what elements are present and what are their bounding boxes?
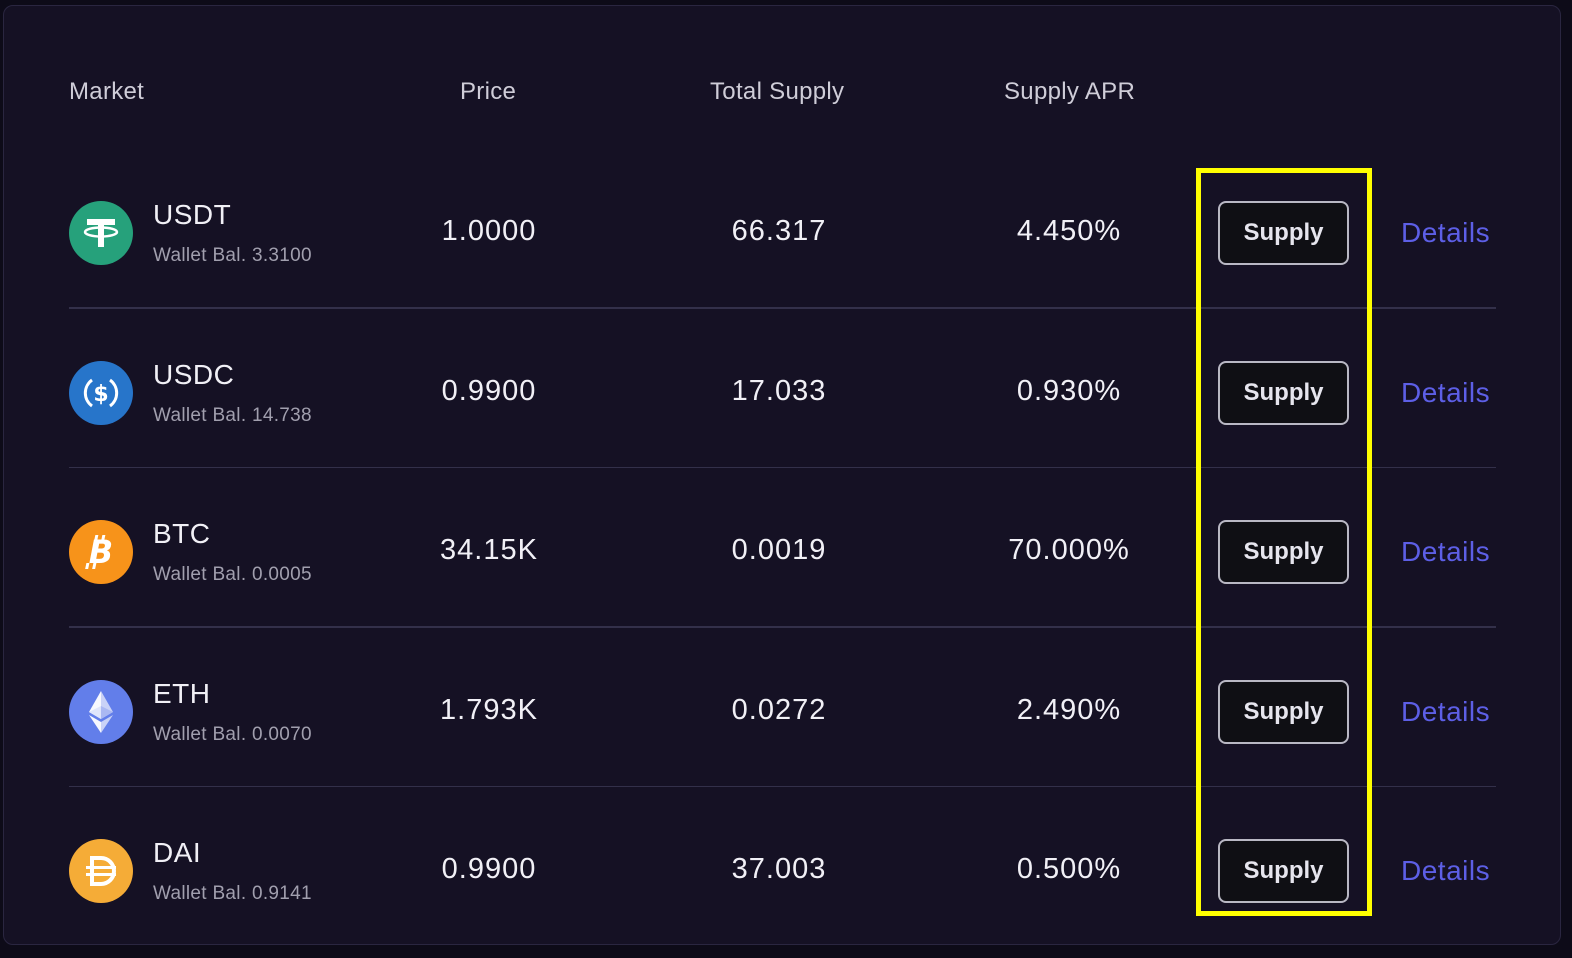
row-divider [69, 466, 1496, 468]
details-link[interactable]: Details [1401, 536, 1491, 567]
supply-apr-value: 0.500% [1016, 853, 1122, 885]
header-total-supply: Total Supply [710, 78, 845, 105]
price-value: 1.793K [440, 693, 538, 726]
supply-button[interactable]: Supply [1218, 839, 1349, 903]
table-row: DAI Wallet Bal. 0.9141 0.9900 37.003 0.5… [4, 787, 1560, 947]
details-link[interactable]: Details [1401, 855, 1491, 886]
table-row: B BTC Wallet Bal. 0.0005 34.15K 0.0019 7… [4, 468, 1560, 628]
price-value: 0.9900 [441, 374, 537, 407]
svg-text:B: B [89, 533, 113, 571]
table-row: USDT Wallet Bal. 3.3100 1.0000 66.317 4.… [4, 149, 1560, 309]
table-row: ETH Wallet Bal. 0.0070 1.793K 0.0272 2.4… [4, 628, 1560, 787]
header-supply-apr: Supply APR [1004, 78, 1136, 105]
wallet-balance: Wallet Bal. 0.0070 [153, 723, 312, 745]
row-divider [69, 626, 1496, 628]
total-supply-value: 0.0019 [731, 534, 827, 566]
supply-button[interactable]: Supply [1218, 201, 1349, 265]
asset-symbol: USDT [153, 199, 232, 230]
supply-button[interactable]: Supply [1218, 679, 1349, 744]
supply-apr-value: 70.000% [1008, 534, 1130, 566]
total-supply-value: 37.003 [731, 853, 827, 885]
usdc-icon: $ [69, 360, 133, 425]
asset-symbol: BTC [153, 518, 211, 549]
asset-symbol: ETH [153, 677, 211, 709]
bitcoin-icon: B [69, 520, 133, 584]
wallet-balance: Wallet Bal. 0.0005 [153, 564, 312, 585]
price-value: 0.9900 [441, 853, 537, 885]
total-supply-value: 17.033 [731, 374, 827, 407]
markets-panel: Market Price Total Supply Supply APR USD… [3, 5, 1561, 945]
details-link[interactable]: Details [1401, 376, 1491, 408]
table-row: $ USDC Wallet Bal. 14.738 0.9900 17.033 … [4, 309, 1560, 468]
table-header: Market Price Total Supply Supply APR [4, 6, 1560, 178]
asset-symbol: USDC [153, 358, 235, 390]
header-price: Price [460, 78, 517, 105]
supply-button[interactable]: Supply [1218, 360, 1349, 425]
row-divider [69, 307, 1496, 309]
asset-symbol: DAI [153, 837, 202, 868]
price-value: 1.0000 [441, 215, 537, 247]
total-supply-value: 0.0272 [731, 693, 827, 726]
supply-apr-value: 0.930% [1016, 374, 1122, 407]
details-link[interactable]: Details [1401, 695, 1491, 727]
wallet-balance: Wallet Bal. 14.738 [153, 404, 312, 426]
dai-icon [69, 839, 133, 903]
supply-apr-value: 4.450% [1016, 215, 1122, 247]
header-market: Market [69, 78, 145, 105]
row-divider [69, 785, 1496, 787]
wallet-balance: Wallet Bal. 3.3100 [153, 245, 312, 266]
total-supply-value: 66.317 [731, 215, 827, 247]
svg-text:$: $ [93, 382, 108, 407]
price-value: 34.15K [440, 534, 538, 566]
supply-button[interactable]: Supply [1218, 520, 1349, 584]
ethereum-icon [69, 679, 133, 744]
wallet-balance: Wallet Bal. 0.9141 [153, 883, 312, 904]
details-link[interactable]: Details [1401, 217, 1491, 248]
markets-table-body: USDT Wallet Bal. 3.3100 1.0000 66.317 4.… [4, 149, 1560, 947]
tether-icon [69, 201, 133, 265]
supply-apr-value: 2.490% [1016, 693, 1122, 726]
